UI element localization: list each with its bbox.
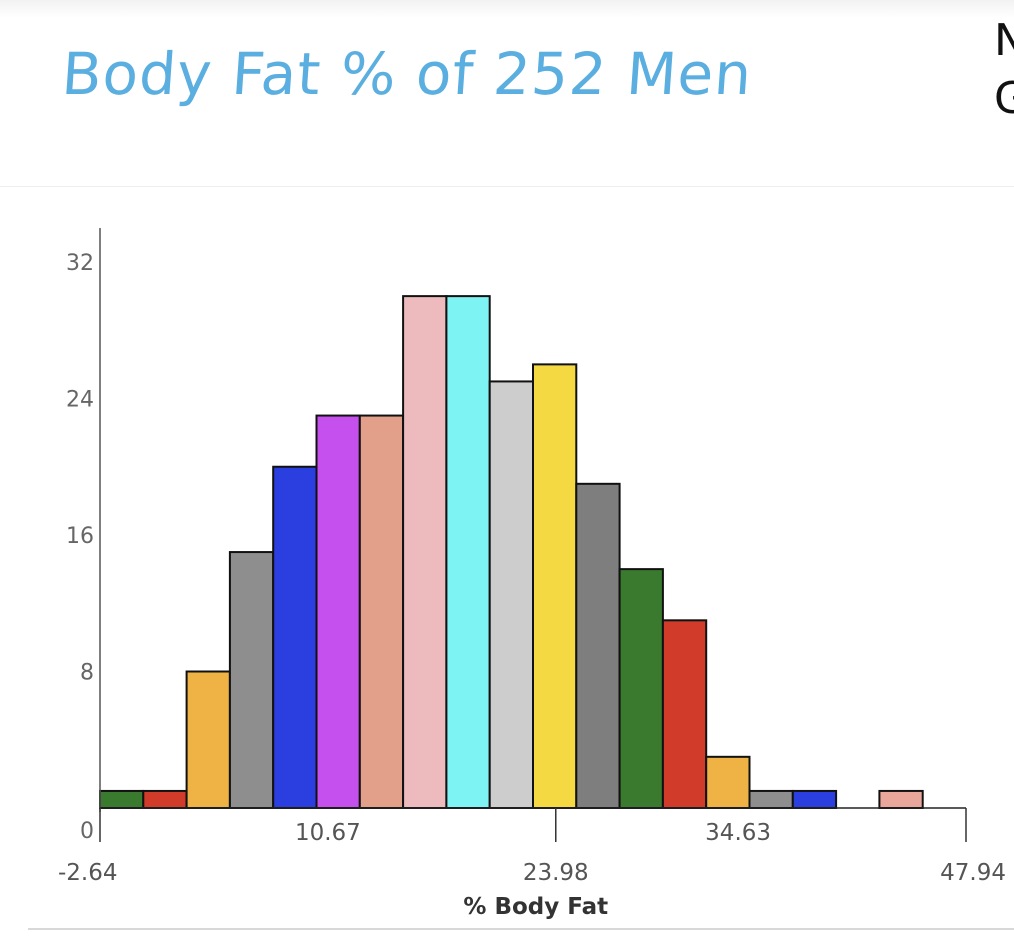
histogram-bar [99, 789, 145, 809]
bars-group [99, 295, 924, 809]
histogram-bar [315, 414, 361, 809]
axes-group [99, 228, 967, 842]
y-tick-label: 32 [66, 251, 94, 276]
top-edge [0, 0, 1014, 18]
histogram-bar [142, 789, 188, 809]
x-tick-label: 47.94 [940, 860, 1006, 886]
histogram-bar [878, 789, 924, 809]
y-tick-label: 24 [66, 388, 94, 413]
histogram-bar [228, 551, 275, 809]
y-tick-label: 0 [80, 819, 94, 844]
x-tick-label-upper: 34.63 [705, 820, 771, 846]
corner-annotation: N G [994, 15, 1014, 124]
histogram-bar [618, 568, 664, 809]
histogram-bar [488, 380, 535, 809]
histogram-bar [705, 755, 751, 809]
histogram-bar [661, 619, 708, 809]
x-tick-label-upper: 10.67 [295, 820, 361, 846]
divider [0, 186, 1014, 187]
histogram-bar [272, 465, 318, 809]
histogram-bar [748, 789, 794, 809]
histogram-bar [402, 295, 448, 809]
histogram-bar [185, 670, 231, 809]
histogram-bar [532, 363, 578, 809]
histogram-bar [575, 482, 621, 809]
labels-group: 0 8 16 24 32 -2.64 23.98 47.94 10.67 34.63 % Body … [58, 251, 1006, 920]
x-tick-label: 23.98 [523, 860, 589, 886]
histogram-bar [445, 295, 491, 809]
x-axis-title: % Body Fat [463, 894, 608, 920]
y-tick-label: 8 [80, 661, 94, 686]
histogram-bar [358, 414, 405, 809]
histogram-bar [791, 789, 838, 809]
y-tick-label: 16 [66, 524, 94, 549]
x-tick-label: -2.64 [58, 860, 118, 886]
bottom-rule [28, 928, 1014, 930]
